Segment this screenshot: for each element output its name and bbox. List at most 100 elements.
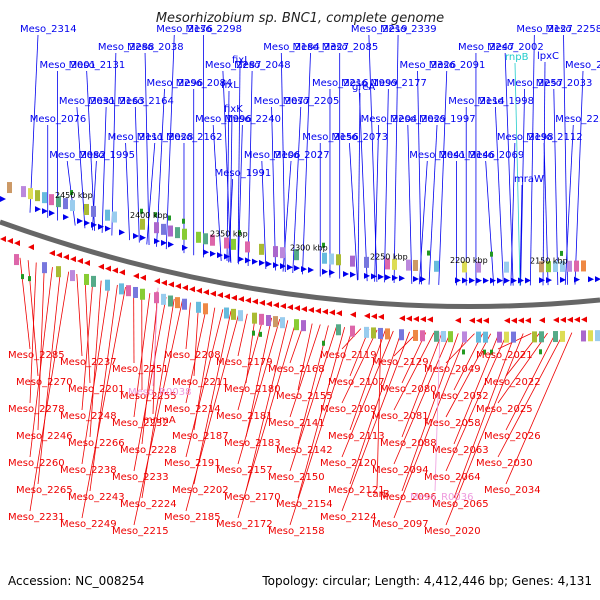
- reverse-gene-arrow: [560, 316, 566, 323]
- pseudogene-label: Meso_R0038: [128, 387, 192, 398]
- cog-bar-forward: [567, 260, 572, 272]
- cog-bar-reverse: [91, 275, 96, 287]
- cog-bar-forward: [161, 223, 166, 235]
- gene-label-bottom: Meso_2255: [120, 391, 177, 402]
- cog-bar-forward: [224, 237, 229, 249]
- gene-label-bottom: Meso_2251: [112, 364, 169, 375]
- forward-gene-arrow: [476, 277, 482, 284]
- gene-label-top: Meso_2177: [370, 78, 427, 89]
- gene-label-bottom: Meso_2278: [8, 404, 65, 415]
- cog-bar-forward: [49, 194, 54, 206]
- reverse-gene-arrow: [77, 258, 83, 265]
- forward-gene-arrow: [399, 275, 405, 282]
- cog-bar-reverse: [203, 303, 208, 315]
- scale-label: 2350 kbp: [210, 230, 248, 239]
- gene-label-bottom: Meso_2270: [16, 377, 73, 388]
- cog-bar-forward: [336, 254, 341, 266]
- gene-label-top: Meso_2327: [293, 42, 350, 53]
- cog-bar-reverse: [413, 329, 418, 341]
- reverse-gene-arrow: [427, 316, 433, 323]
- gene-label-bottom: Meso_2107: [328, 377, 385, 388]
- reverse-gene-arrow: [350, 311, 356, 318]
- gene-label-bottom: Meso_2224: [120, 499, 177, 510]
- callout-line-forward: [428, 124, 438, 285]
- cog-bar-forward: [28, 188, 33, 200]
- rna-marker: [182, 218, 185, 224]
- reverse-gene-arrow: [70, 256, 76, 263]
- reverse-gene-arrow: [364, 312, 370, 319]
- genome-backbone: [0, 219, 600, 309]
- rna-marker: [483, 349, 486, 355]
- reverse-gene-arrow: [231, 294, 237, 301]
- cog-bar-forward: [112, 211, 117, 223]
- gene-label-bottom: Meso_2022: [484, 377, 541, 388]
- callout-line-reverse: [185, 312, 240, 512]
- callout-line-forward: [261, 160, 267, 269]
- reverse-gene-arrow: [280, 303, 286, 310]
- callout-line-reverse: [89, 284, 118, 492]
- gene-label-bottom: Meso_2179: [216, 357, 273, 368]
- cog-bar-forward: [203, 233, 208, 245]
- scale-label: 2150 kbp: [530, 256, 568, 265]
- gene-label-bottom: Meso_2113: [328, 431, 385, 442]
- gene-label-bottom: Meso_2168: [268, 364, 325, 375]
- gene-label-top: Meso_2069: [468, 150, 525, 161]
- gene-label-top: Meso_2198: [497, 132, 554, 143]
- cog-bar-forward: [21, 186, 26, 198]
- forward-gene-arrow: [273, 262, 279, 269]
- callout-line-forward: [165, 34, 175, 250]
- reverse-gene-arrow: [322, 308, 328, 315]
- cog-bar-forward: [140, 218, 145, 230]
- cog-bar-forward: [273, 246, 278, 258]
- reverse-gene-arrow: [119, 269, 125, 276]
- cog-bar-forward: [553, 261, 558, 273]
- rna-marker: [238, 230, 241, 236]
- callout-line-reverse: [341, 329, 378, 404]
- forward-gene-arrow: [154, 238, 160, 245]
- cog-bar-reverse: [364, 326, 369, 338]
- forward-gene-arrow: [504, 277, 510, 284]
- forward-gene-arrow: [84, 219, 90, 226]
- callout-line-forward: [111, 52, 117, 236]
- cog-bar-forward: [294, 249, 299, 261]
- cog-bar-forward: [364, 256, 369, 268]
- cog-bar-reverse: [448, 331, 453, 343]
- gene-label-bottom: Meso_2094: [372, 465, 429, 476]
- forward-gene-arrow: [217, 252, 223, 259]
- reverse-gene-arrow: [574, 316, 580, 323]
- callout-line-forward: [302, 52, 311, 275]
- gene-label-top: Meso_2156: [302, 132, 359, 143]
- cog-bar-forward: [392, 258, 397, 270]
- forward-gene-arrow: [595, 276, 600, 283]
- callout-line-reverse: [133, 300, 183, 526]
- reverse-gene-arrow: [56, 252, 62, 259]
- cog-bar-reverse: [105, 279, 110, 291]
- gene-label-top: Meso_2112: [526, 132, 583, 143]
- cog-bar-forward: [574, 260, 579, 272]
- gene-label-bottom: Meso_2185: [164, 512, 221, 523]
- callout-line-reverse: [497, 332, 548, 404]
- callout-line-gene: [519, 184, 523, 286]
- reverse-gene-arrow: [518, 317, 524, 324]
- forward-gene-arrow: [413, 275, 419, 282]
- cog-bar-forward: [63, 198, 68, 210]
- cog-bar-reverse: [273, 316, 278, 328]
- gene-label-top: Meso_2028: [137, 132, 194, 143]
- reverse-gene-arrow: [203, 289, 209, 296]
- rna-marker: [490, 349, 493, 355]
- callout-line-reverse: [445, 333, 475, 364]
- accession-text: Accession: NC_008254: [8, 574, 144, 588]
- reverse-gene-arrow: [112, 267, 118, 274]
- forward-gene-arrow: [525, 277, 531, 284]
- gene-label-bottom: Meso_2208: [164, 350, 221, 361]
- cog-bar-reverse: [350, 325, 355, 337]
- reverse-gene-arrow: [63, 254, 69, 261]
- gene-label-top: Meso_2247: [458, 42, 515, 53]
- cog-bar-forward: [406, 259, 411, 271]
- forward-gene-arrow: [329, 269, 335, 276]
- callout-line-forward: [520, 88, 526, 286]
- gene-label-bottom: Meso_2211: [172, 377, 229, 388]
- cog-bar-forward: [385, 258, 390, 270]
- gene-label-bottom: Meso_2081: [372, 411, 429, 422]
- callout-line-forward: [417, 70, 422, 285]
